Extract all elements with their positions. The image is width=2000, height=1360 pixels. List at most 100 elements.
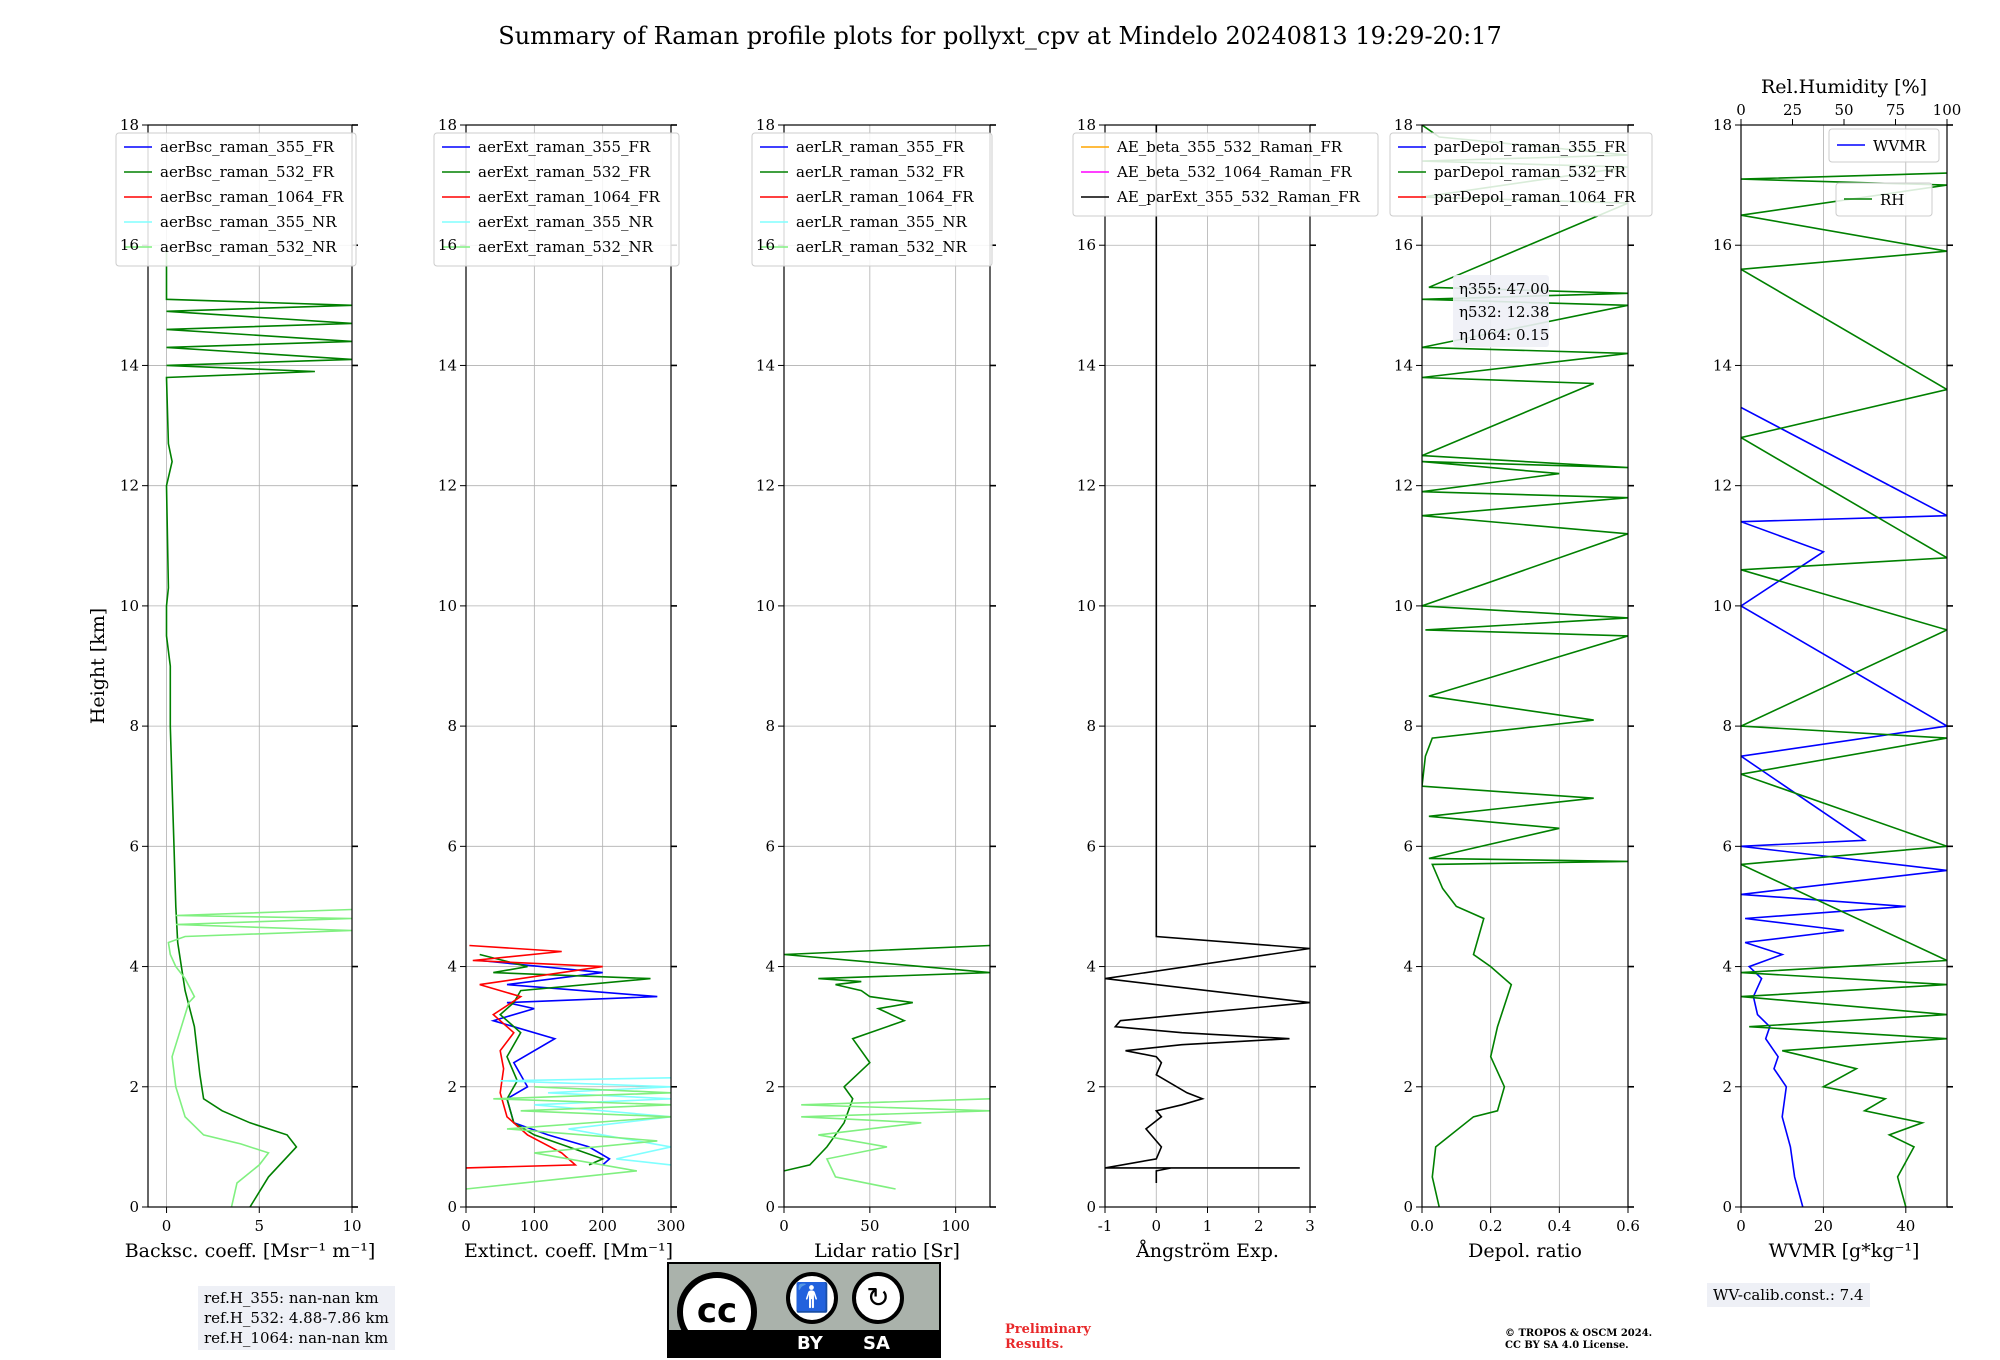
y-tick-label: 2 <box>1086 1078 1096 1096</box>
y-tick-label: 16 <box>120 236 139 254</box>
y-tick-label: 12 <box>1713 477 1732 495</box>
y-tick-label: 18 <box>1394 116 1413 134</box>
x-tick-label: 0.4 <box>1547 1217 1571 1235</box>
y-tick-label: 14 <box>438 356 457 374</box>
panel-4 <box>1072 124 1379 1213</box>
wv-calib-box: WV-calib.const.: 7.4 <box>1707 1283 1870 1307</box>
y-tick-label: 12 <box>756 477 775 495</box>
legend-box <box>1828 128 1940 163</box>
y-tick-label: 18 <box>120 116 139 134</box>
legend-label: aerLR_raman_355_NR <box>796 213 967 231</box>
series-aerExt_raman_355_NR <box>500 1077 671 1166</box>
y-tick-label: 14 <box>1077 356 1096 374</box>
copyright-note: © TROPOS & OSCM 2024. CC BY SA 4.0 Licen… <box>1505 1328 1652 1352</box>
axes-frame <box>1421 124 1629 1208</box>
legend-label: WVMR <box>1873 137 1927 155</box>
y-tick-label: 12 <box>1077 477 1096 495</box>
x-axis-label: Backsc. coeff. [Msr⁻¹ m⁻¹] <box>125 1240 376 1262</box>
panel-2 <box>433 124 680 1213</box>
x-tick-label: 0.0 <box>1410 1217 1434 1235</box>
legend-box <box>1835 182 1933 217</box>
series-RH <box>1741 172 1947 1207</box>
y-tick-label: 6 <box>765 837 775 855</box>
y-tick-label: 10 <box>756 597 775 615</box>
y-tick-label: 0 <box>1403 1198 1413 1216</box>
x-tick-label: 0 <box>162 1217 172 1235</box>
legend-label: aerExt_raman_355_FR <box>478 138 651 156</box>
x-axis-label: Depol. ratio <box>1468 1240 1582 1262</box>
series-aerLR_raman_532_FR <box>784 944 990 1172</box>
x-tick-label: 0 <box>1736 1217 1746 1235</box>
y-tick-label: 2 <box>1403 1078 1413 1096</box>
x-tick-label: 300 <box>657 1217 686 1235</box>
y-tick-label: 6 <box>1086 837 1096 855</box>
figure-title: Summary of Raman profile plots for polly… <box>498 22 1502 50</box>
panel-5 <box>1389 124 1653 1213</box>
x-tick-label: 0 <box>1151 1217 1161 1235</box>
x-axis-label: Lidar ratio [Sr] <box>814 1240 960 1262</box>
preliminary-line-1: Preliminary <box>1005 1322 1091 1337</box>
x-tick-label: 200 <box>588 1217 617 1235</box>
y-tick-label: 4 <box>765 958 775 976</box>
ref-height-532: ref.H_532: 4.88-7.86 km <box>204 1309 389 1327</box>
badge-label-by: BY <box>797 1333 823 1354</box>
y-tick-label: 14 <box>120 356 139 374</box>
share-alike-icon: ↻ <box>852 1272 904 1324</box>
reference-heights-box: ref.H_355: nan-nan km ref.H_532: 4.88-7.… <box>198 1286 395 1350</box>
x-top-tick-label: 0 <box>1736 101 1746 119</box>
copyright-line-1: © TROPOS & OSCM 2024. <box>1505 1328 1653 1339</box>
y-tick-label: 18 <box>756 116 775 134</box>
y-tick-label: 16 <box>1077 236 1096 254</box>
y-tick-label: 16 <box>756 236 775 254</box>
x-tick-label: 5 <box>254 1217 264 1235</box>
y-tick-label: 2 <box>129 1078 139 1096</box>
preliminary-note: Preliminary Results. <box>1005 1322 1091 1352</box>
series-aerExt_raman_1064_FR <box>466 944 603 1169</box>
x-top-tick-label: 75 <box>1886 101 1905 119</box>
y-tick-label: 8 <box>1086 717 1096 735</box>
y-tick-label: 18 <box>438 116 457 134</box>
series-WVMR <box>1741 406 1947 1207</box>
y-tick-label: 6 <box>1722 837 1732 855</box>
x-tick-label: 2 <box>1254 1217 1264 1235</box>
series-aerExt_raman_532_NR <box>466 1086 671 1190</box>
y-tick-label: 2 <box>765 1078 775 1096</box>
series-aerExt_raman_532_FR <box>479 953 651 1166</box>
x-axis-label: Ångström Exp. <box>1135 1240 1279 1262</box>
y-tick-label: 18 <box>1077 116 1096 134</box>
eta-label: η355: 47.00 <box>1459 280 1549 298</box>
legend-label: parDepol_raman_532_FR <box>1434 163 1627 181</box>
legend-box <box>751 132 993 267</box>
legend-label: aerBsc_raman_532_FR <box>160 163 335 181</box>
axes-frame <box>783 124 991 1208</box>
axes-frame <box>465 124 672 1208</box>
legend-label: aerBsc_raman_355_FR <box>160 138 335 156</box>
legend-label: aerExt_raman_1064_FR <box>478 188 660 206</box>
ref-height-355: ref.H_355: nan-nan km <box>204 1289 379 1307</box>
ref-height-1064: ref.H_1064: nan-nan km <box>204 1329 389 1347</box>
y-tick-label: 12 <box>1394 477 1413 495</box>
y-tick-label: 0 <box>765 1198 775 1216</box>
badge-strip <box>669 1330 939 1356</box>
legend-label: aerBsc_raman_532_NR <box>160 238 337 256</box>
preliminary-line-2: Results. <box>1005 1337 1064 1352</box>
y-tick-label: 16 <box>438 236 457 254</box>
x-tick-label: 100 <box>520 1217 549 1235</box>
legend-label: parDepol_raman_1064_FR <box>1434 188 1636 206</box>
x-tick-label: 0.6 <box>1616 1217 1640 1235</box>
legend-box <box>433 132 680 267</box>
copyright-line-2: CC BY SA 4.0 License. <box>1505 1340 1629 1351</box>
legend-label: aerExt_raman_355_NR <box>478 213 654 231</box>
y-tick-label: 4 <box>1722 958 1732 976</box>
y-tick-label: 0 <box>1086 1198 1096 1216</box>
panel-1 <box>115 124 358 1213</box>
x-top-tick-label: 25 <box>1783 101 1802 119</box>
legend-label: AE_parExt_355_532_Raman_FR <box>1116 188 1361 206</box>
y-tick-label: 10 <box>1077 597 1096 615</box>
legend-label: aerExt_raman_532_NR <box>478 238 654 256</box>
legend-label: aerBsc_raman_1064_FR <box>160 188 344 206</box>
y-tick-label: 8 <box>1403 717 1413 735</box>
x-tick-label: 3 <box>1305 1217 1315 1235</box>
y-tick-label: 12 <box>120 477 139 495</box>
